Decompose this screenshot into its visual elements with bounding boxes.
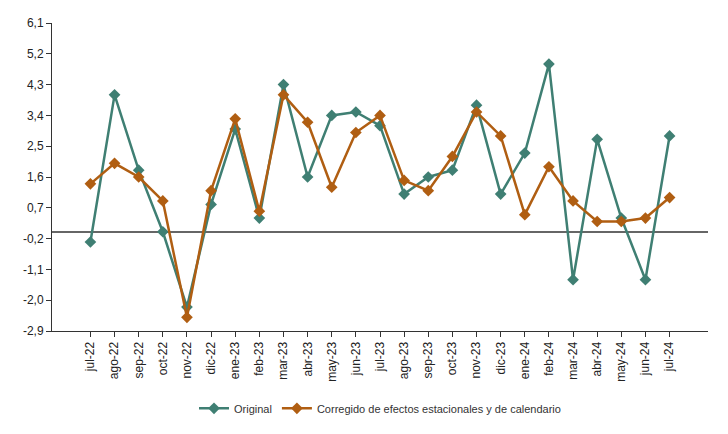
svg-text:ene-24: ene-24 [518,341,532,379]
svg-text:jul-22: jul-22 [83,341,97,372]
svg-text:jul-23: jul-23 [373,341,387,372]
svg-text:nov-23: nov-23 [469,341,483,378]
svg-text:dic-22: dic-22 [204,341,218,374]
svg-text:may-24: may-24 [614,341,628,381]
svg-text:6,1: 6,1 [27,16,44,30]
svg-text:0,7: 0,7 [27,201,44,215]
svg-text:abr-24: abr-24 [590,341,604,376]
svg-text:jun-23: jun-23 [349,341,363,376]
svg-text:-2,9: -2,9 [23,324,44,338]
svg-text:2,5: 2,5 [27,139,44,153]
svg-text:mar-24: mar-24 [566,341,580,379]
svg-text:Corregido de efectos estaciona: Corregido de efectos estacionales y de c… [317,403,561,415]
svg-text:feb-24: feb-24 [542,341,556,375]
svg-text:4,3: 4,3 [27,78,44,92]
svg-text:sep-23: sep-23 [421,341,435,378]
svg-text:1,6: 1,6 [27,170,44,184]
svg-text:5,2: 5,2 [27,47,44,61]
svg-text:ago-22: ago-22 [107,341,121,379]
svg-text:oct-23: oct-23 [445,341,459,375]
svg-text:oct-22: oct-22 [156,341,170,375]
svg-text:feb-23: feb-23 [252,341,266,375]
svg-text:abr-23: abr-23 [301,341,315,376]
svg-text:jul-24: jul-24 [662,341,676,372]
svg-text:dic-23: dic-23 [494,341,508,374]
svg-text:nov-22: nov-22 [180,341,194,378]
svg-text:sep-22: sep-22 [132,341,146,378]
svg-text:-2,0: -2,0 [23,293,44,307]
svg-text:-1,1: -1,1 [23,263,44,277]
svg-text:-0,2: -0,2 [23,232,44,246]
svg-text:jun-24: jun-24 [638,341,652,376]
svg-text:3,4: 3,4 [27,109,44,123]
svg-text:Original: Original [234,403,272,415]
svg-text:may-23: may-23 [325,341,339,381]
svg-text:ene-23: ene-23 [228,341,242,379]
svg-text:ago-23: ago-23 [397,341,411,379]
svg-text:mar-23: mar-23 [276,341,290,379]
